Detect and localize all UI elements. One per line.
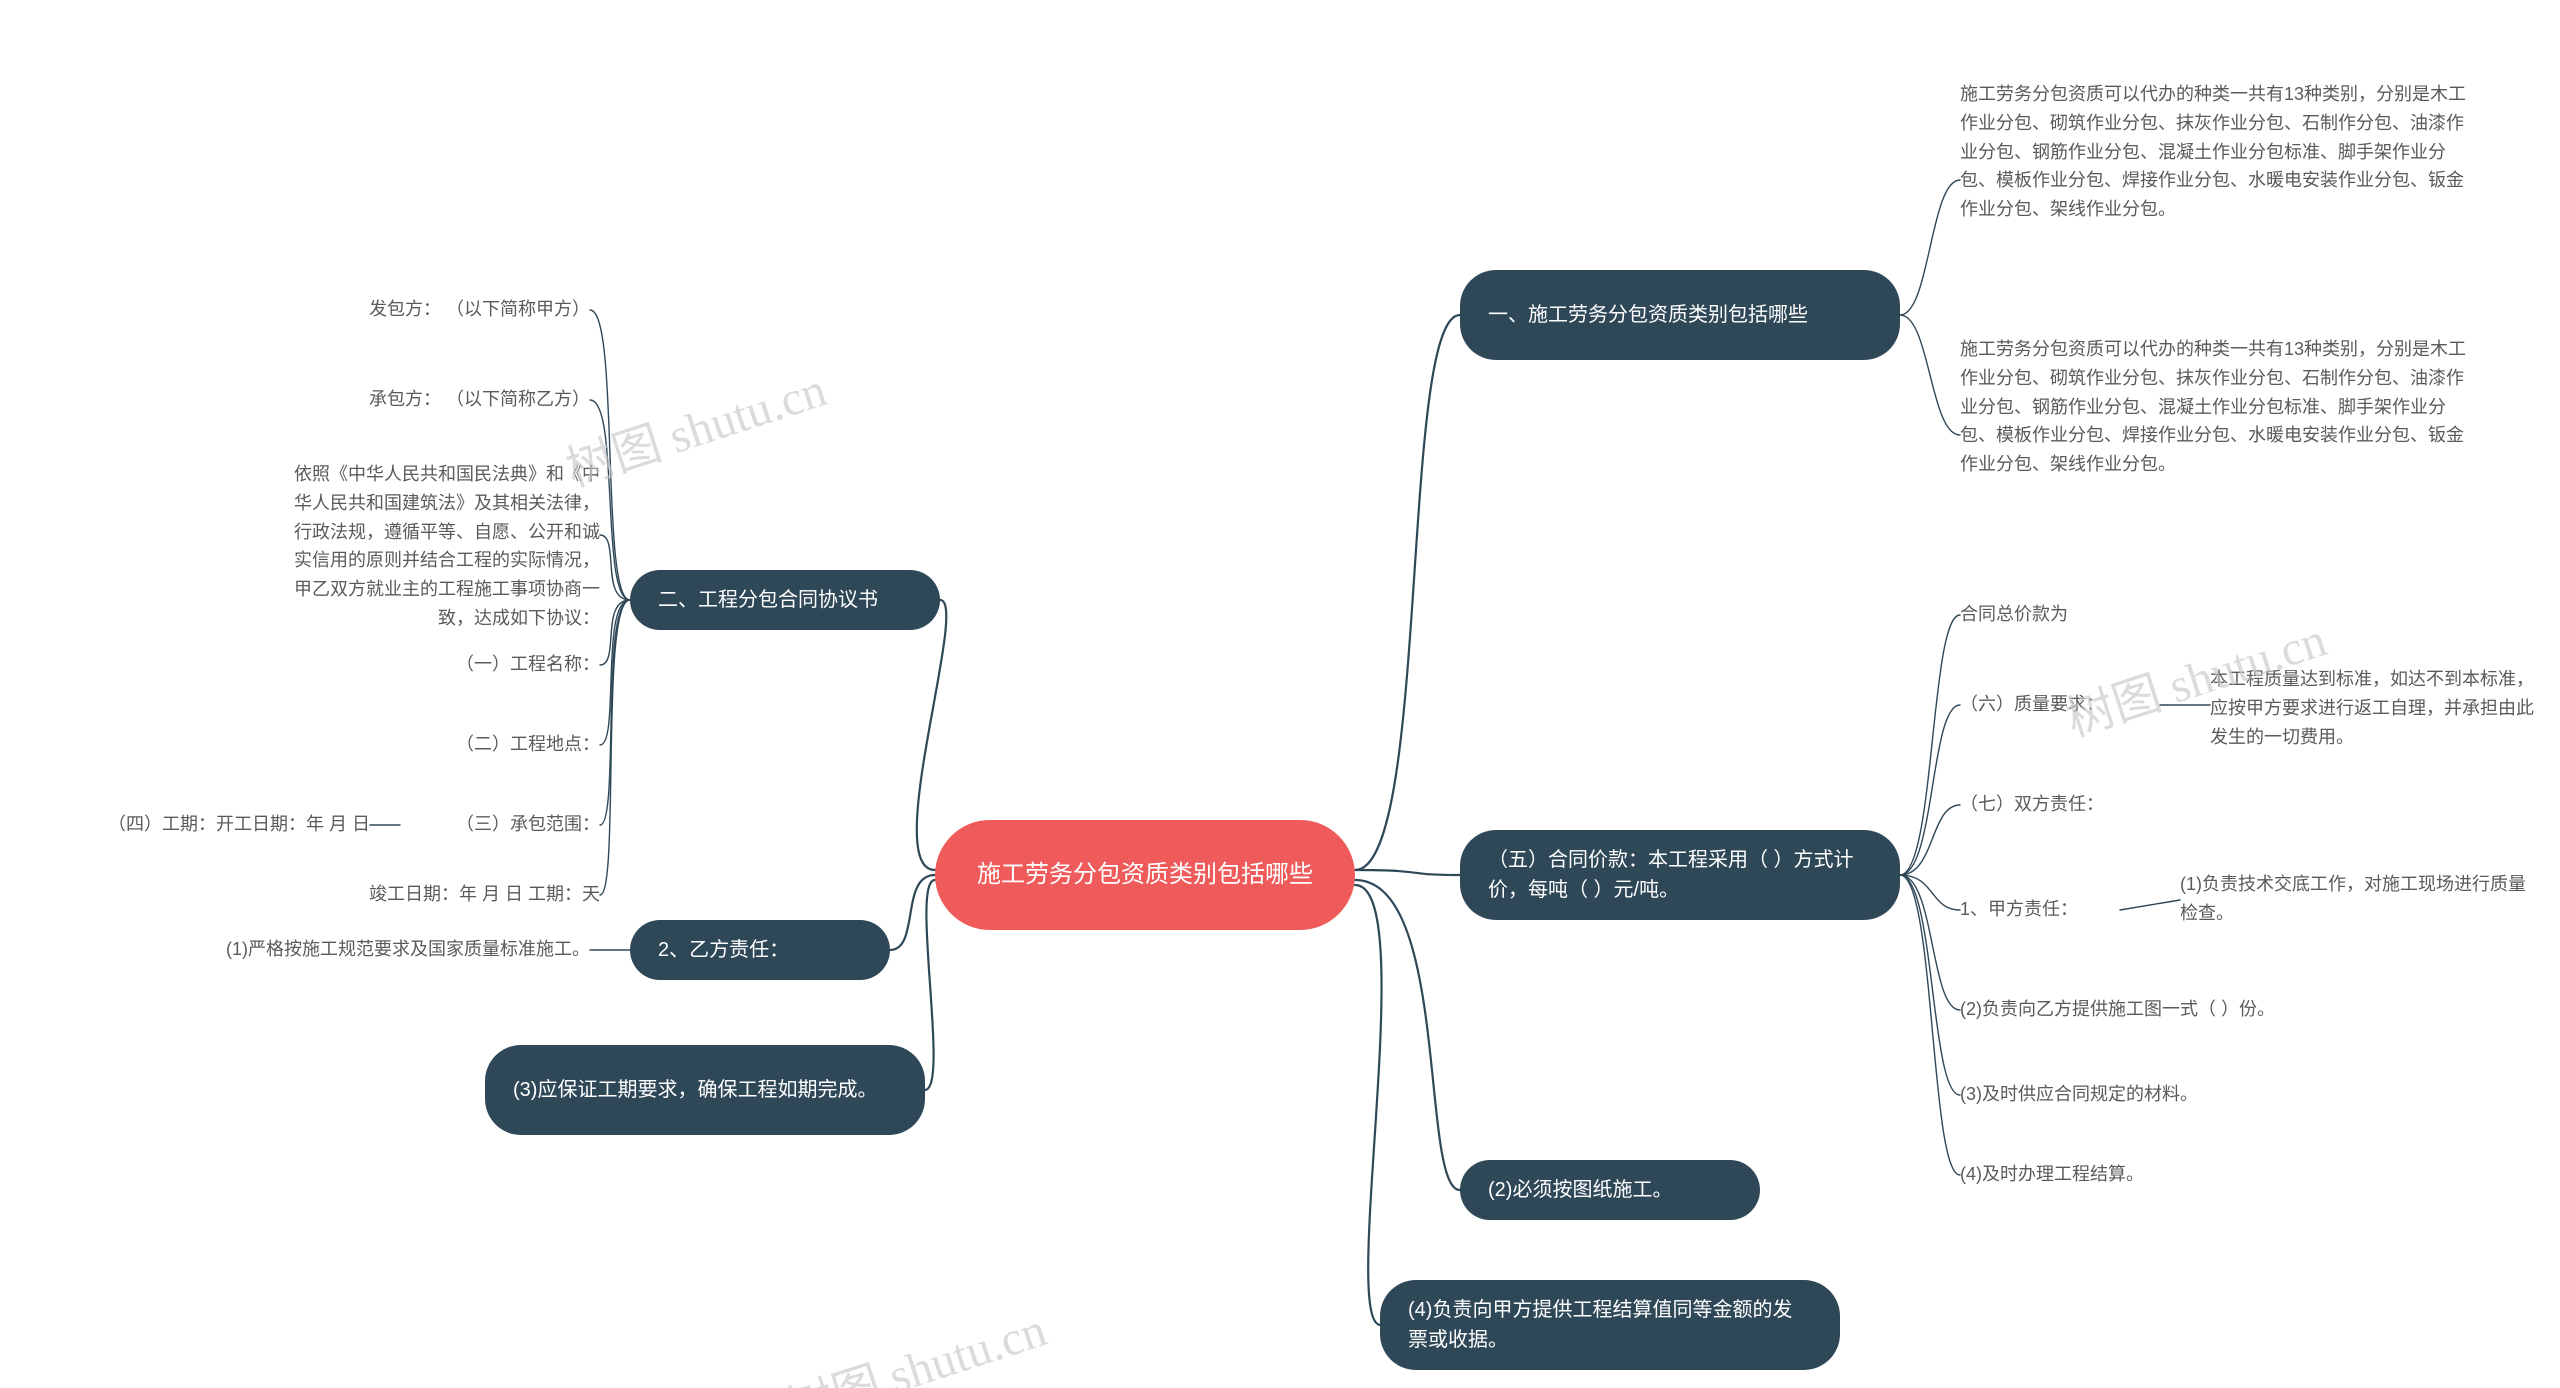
leaf-text: (3)及时供应合同规定的材料。 [1960,1080,2198,1109]
branch-b2[interactable]: 二、工程分包合同协议书 [630,570,940,630]
leaf-text: （二）工程地点： [456,730,600,759]
leaf-l2e: （二）工程地点： [400,730,600,759]
leaf-l1a: 施工劳务分包资质可以代办的种类一共有13种类别，分别是木工作业分包、砌筑作业分包… [1960,80,2480,224]
branch-bR3[interactable]: (2)必须按图纸施工。 [1460,1160,1760,1220]
leaf-l2f2: （四）工期：开工日期：年 月 日 [90,810,370,839]
branch-label: (4)负责向甲方提供工程结算值同等金额的发票或收据。 [1408,1295,1812,1355]
leaf-l5e: (2)负责向乙方提供施工图一式（ ）份。 [1960,995,2320,1024]
leaf-text: 合同总价款为 [1960,600,2068,629]
leaf-text: （四）工期：开工日期：年 月 日 [108,810,370,839]
branch-label: (2)必须按图纸施工。 [1488,1175,1672,1205]
leaf-text: (2)负责向乙方提供施工图一式（ ）份。 [1960,995,2275,1024]
leaf-text: 施工劳务分包资质可以代办的种类一共有13种类别，分别是木工作业分包、砌筑作业分包… [1960,80,2480,224]
branch-label: (3)应保证工期要求，确保工程如期完成。 [513,1075,877,1105]
branch-label: （五）合同价款：本工程采用（ ）方式计价，每吨（ ）元/吨。 [1488,845,1872,905]
leaf-text: (1)严格按施工规范要求及国家质量标准施工。 [226,935,590,964]
leaf-text: 承包方： （以下简称乙方） [369,385,590,414]
leaf-l5a: 合同总价款为 [1960,600,2160,629]
watermark: 树图 shutu.cn [776,1290,1054,1388]
leaf-text: 竣工日期：年 月 日 工期：天 [369,880,600,909]
leaf-l2f: （三）承包范围： [400,810,600,839]
leaf-l2d: （一）工程名称： [400,650,600,679]
leaf-l5c: （七）双方责任： [1960,790,2160,819]
watermark-text: 树图 shutu.cn [780,1303,1053,1388]
leaf-text: 本工程质量达到标准，如达不到本标准，应按甲方要求进行返工自理，并承担由此发生的一… [2210,665,2550,751]
leaf-text: 施工劳务分包资质可以代办的种类一共有13种类别，分别是木工作业分包、砌筑作业分包… [1960,335,2480,479]
leaf-lL1a: (1)严格按施工规范要求及国家质量标准施工。 [170,935,590,964]
leaf-l5b: （六）质量要求： [1960,690,2160,719]
branch-bL2[interactable]: (3)应保证工期要求，确保工程如期完成。 [485,1045,925,1135]
leaf-text: （一）工程名称： [456,650,600,679]
leaf-text: (4)及时办理工程结算。 [1960,1160,2144,1189]
leaf-l1b: 施工劳务分包资质可以代办的种类一共有13种类别，分别是木工作业分包、砌筑作业分包… [1960,335,2480,479]
leaf-text: 1、甲方责任： [1960,895,2078,924]
branch-label: 2、乙方责任： [658,935,789,965]
branch-label: 一、施工劳务分包资质类别包括哪些 [1488,300,1808,330]
leaf-text: (1)负责技术交底工作，对施工现场进行质量检查。 [2180,870,2540,928]
watermark-text: 树图 shutu.cn [560,363,833,497]
branch-bR4[interactable]: (4)负责向甲方提供工程结算值同等金额的发票或收据。 [1380,1280,1840,1370]
leaf-text: （六）质量要求： [1960,690,2104,719]
branch-b5[interactable]: （五）合同价款：本工程采用（ ）方式计价，每吨（ ）元/吨。 [1460,830,1900,920]
leaf-l5d: 1、甲方责任： [1960,895,2120,924]
leaf-text: （三）承包范围： [456,810,600,839]
root-label: 施工劳务分包资质类别包括哪些 [977,857,1313,893]
leaf-text: （七）双方责任： [1960,790,2104,819]
leaf-l2c: 依照《中华人民共和国民法典》和《中华人民共和国建筑法》及其相关法律，行政法规，遵… [280,460,600,633]
leaf-text: 发包方： （以下简称甲方） [369,295,590,324]
mindmap-canvas: 施工劳务分包资质类别包括哪些 一、施工劳务分包资质类别包括哪些 （五）合同价款：… [0,0,2560,1388]
leaf-l2g: 竣工日期：年 月 日 工期：天 [368,880,600,909]
root-node[interactable]: 施工劳务分包资质类别包括哪些 [935,820,1355,930]
leaf-text: 依照《中华人民共和国民法典》和《中华人民共和国建筑法》及其相关法律，行政法规，遵… [280,460,600,633]
leaf-l5f: (3)及时供应合同规定的材料。 [1960,1080,2260,1109]
branch-label: 二、工程分包合同协议书 [658,585,878,615]
leaf-l5b2: 本工程质量达到标准，如达不到本标准，应按甲方要求进行返工自理，并承担由此发生的一… [2210,665,2550,751]
leaf-l2a: 发包方： （以下简称甲方） [310,295,590,324]
leaf-l5d2: (1)负责技术交底工作，对施工现场进行质量检查。 [2180,870,2540,928]
branch-bL1[interactable]: 2、乙方责任： [630,920,890,980]
branch-b1[interactable]: 一、施工劳务分包资质类别包括哪些 [1460,270,1900,360]
leaf-l5g: (4)及时办理工程结算。 [1960,1160,2220,1189]
leaf-l2b: 承包方： （以下简称乙方） [310,385,590,414]
